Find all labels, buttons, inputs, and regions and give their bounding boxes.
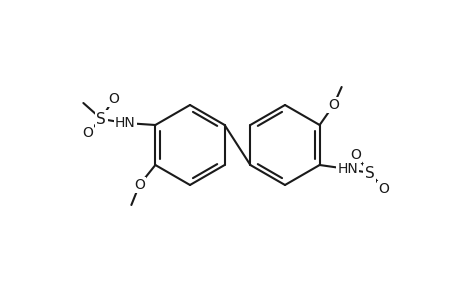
Text: S: S — [96, 112, 106, 127]
Text: S: S — [364, 166, 374, 181]
Text: O: O — [134, 178, 145, 192]
Text: O: O — [82, 126, 93, 140]
Text: O: O — [349, 148, 360, 162]
Text: O: O — [377, 182, 388, 196]
Text: HN: HN — [115, 116, 135, 130]
Text: HN: HN — [336, 162, 357, 176]
Text: O: O — [327, 98, 338, 112]
Text: O: O — [108, 92, 118, 106]
